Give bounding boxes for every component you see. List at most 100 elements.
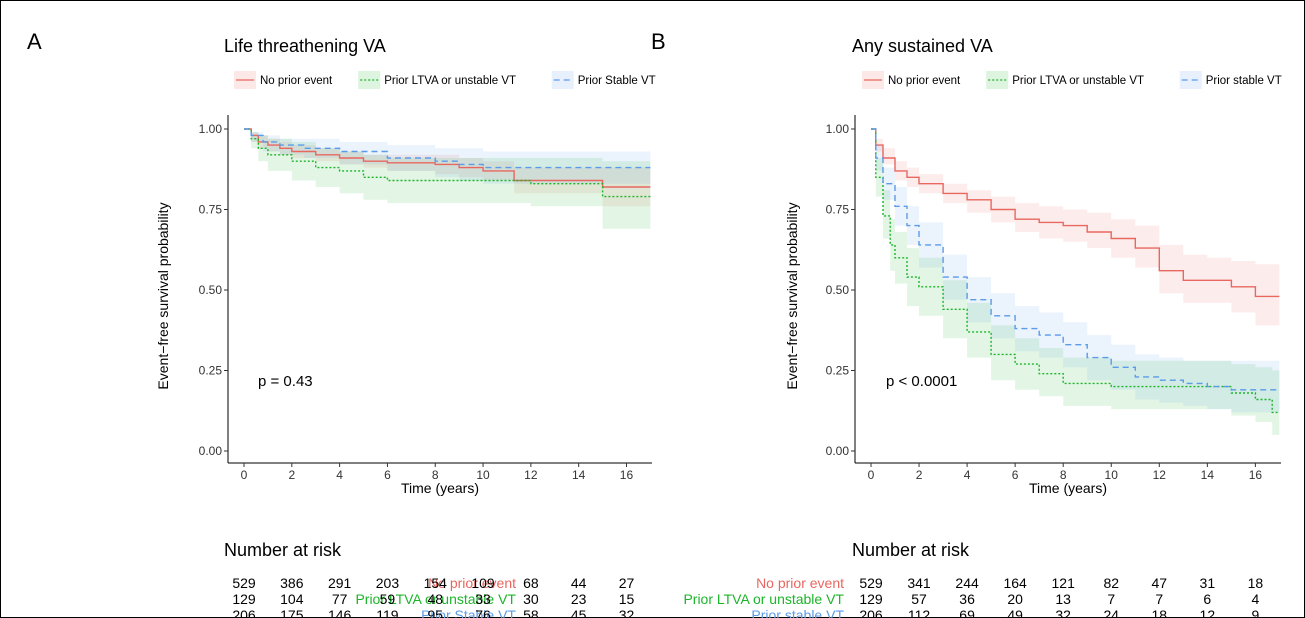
y-tick-label: 0.00 [826,444,850,458]
x-axis-label: Time (years) [401,480,479,496]
risk-value: 341 [907,575,931,591]
confidence-band [871,129,1280,326]
chart-title: Life threathening VA [224,36,386,56]
y-axis-label: Event−free survival probability [155,202,171,389]
risk-value: 57 [911,591,927,607]
x-tick-label: 0 [868,468,875,482]
x-tick-label: 16 [1249,468,1263,482]
risk-value: 129 [859,591,883,607]
confidence-band [244,129,651,229]
x-tick-label: 10 [1105,468,1119,482]
risk-value: 119 [376,607,399,618]
legend-swatch-bg [1179,71,1202,89]
x-tick-label: 4 [964,468,971,482]
risk-value: 59 [380,591,396,607]
y-axis-label: Event−free survival probability [784,202,800,389]
x-tick-label: 12 [1153,468,1167,482]
risk-value: 45 [571,607,587,618]
risk-value: 244 [955,575,979,591]
risk-row-label: Prior stable VT [751,607,844,618]
risk-value: 47 [1151,575,1167,591]
legend-label: Prior LTVA or unstable VT [1012,75,1144,87]
y-tick-label: 0.75 [199,203,223,217]
panel-label: A [27,29,42,54]
risk-value: 104 [280,591,304,607]
survival-curve [244,128,651,188]
risk-value: 386 [280,575,304,591]
risk-value: 76 [475,607,491,618]
risk-value: 9 [1251,607,1259,618]
risk-value: 31 [1200,575,1216,591]
risk-value: 7 [1155,591,1163,607]
risk-value: 109 [471,575,495,591]
legend: No prior event Prior LTVA or unstable VT P… [862,71,1282,89]
confidence-band [244,129,651,184]
x-tick-label: 16 [620,468,634,482]
legend-swatch-bg [551,71,574,89]
risk-value: 18 [1151,607,1167,618]
risk-row-label: Prior LTVA or unstable VT [355,591,516,607]
x-tick-label: 10 [476,468,490,482]
confidence-band [244,129,651,207]
risk-value: 7 [1107,591,1115,607]
x-tick-label: 4 [336,468,343,482]
risk-value: 18 [1248,575,1264,591]
legend-label: Prior Stable VT [578,75,656,87]
legend-item: Prior stable VT [1179,71,1282,89]
y-tick-label: 1.00 [826,122,850,136]
risk-value: 44 [571,575,587,591]
risk-value: 30 [523,591,539,607]
risk-value: 529 [232,575,256,591]
risk-value: 36 [959,591,975,607]
risk-value: 13 [1055,591,1071,607]
risk-value: 12 [1200,607,1216,618]
p-value: p < 0.0001 [886,373,957,390]
x-tick-label: 6 [384,468,391,482]
y-tick-label: 0.25 [826,364,850,378]
risk-value: 203 [376,575,400,591]
risk-value: 32 [619,607,635,618]
risk-row-label: Prior Stable VT [421,607,516,618]
legend-label: No prior event [888,75,961,87]
panel-label: B [651,29,666,54]
risk-value: 206 [232,607,256,618]
legend-label: Prior LTVA or unstable VT [384,75,516,87]
risk-value: 112 [908,607,931,618]
risk-value: 529 [859,575,883,591]
risk-value: 77 [332,591,348,607]
risk-value: 48 [427,591,443,607]
x-tick-label: 14 [572,468,586,482]
risk-value: 121 [1052,575,1076,591]
legend-item: Prior Stable VT [551,71,656,89]
risk-value: 6 [1203,591,1211,607]
risk-value: 206 [859,607,883,618]
risk-value: 27 [619,575,635,591]
risk-row-label: No prior event [756,575,844,591]
risk-value: 164 [1003,575,1027,591]
y-tick-label: 0.25 [199,364,223,378]
risk-value: 146 [328,607,352,618]
risk-value: 129 [232,591,256,607]
y-tick-label: 0.50 [826,283,850,297]
x-tick-label: 2 [288,468,295,482]
risk-value: 24 [1103,607,1119,618]
risk-value: 58 [523,607,539,618]
risk-value: 33 [475,591,491,607]
risk-value: 175 [280,607,304,618]
x-tick-label: 6 [1012,468,1019,482]
x-tick-label: 8 [432,468,439,482]
risk-value: 15 [619,591,635,607]
y-tick-label: 1.00 [199,122,223,136]
risk-value: 4 [1251,591,1259,607]
chart-title: Any sustained VA [852,36,993,56]
x-tick-label: 12 [524,468,538,482]
x-tick-label: 8 [1060,468,1067,482]
x-tick-label: 0 [241,468,248,482]
risk-value: 154 [424,575,448,591]
risk-value: 49 [1007,607,1023,618]
risk-table-title: Number at risk [224,540,342,560]
legend-item: Prior LTVA or unstable VT [986,71,1144,89]
confidence-band [871,129,1280,435]
